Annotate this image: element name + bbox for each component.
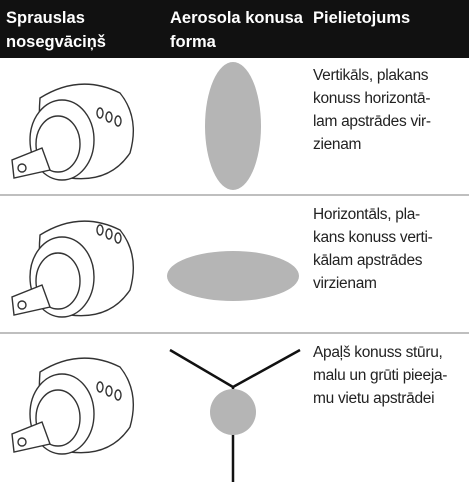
- nozzle-slot: [114, 389, 122, 401]
- use-text: malu un grūti pieeja-: [313, 367, 447, 384]
- nozzle-slot: [105, 385, 113, 397]
- nozzle-slot: [105, 228, 113, 240]
- spray-vertical: [205, 62, 261, 190]
- header-bar: [0, 0, 469, 58]
- nozzle-slot: [96, 224, 104, 236]
- nozzle: [11, 357, 135, 455]
- use-text: Apaļš konuss stūru,: [313, 344, 443, 361]
- nozzle: [11, 83, 135, 181]
- use-text: kans konuss verti-: [313, 229, 433, 246]
- nozzle-face: [35, 389, 81, 447]
- nozzle: [11, 220, 135, 318]
- nozzle-hole: [17, 437, 27, 447]
- nozzle-slot: [96, 381, 104, 393]
- nozzle-slot: [105, 111, 113, 123]
- header-text: Pielietojums: [313, 9, 410, 27]
- use-text: Vertikāls, plakans: [313, 67, 429, 84]
- header-text: nosegvāciņš: [6, 33, 106, 51]
- use-text: Horizontāls, pla-: [313, 206, 420, 223]
- nozzle-hole: [17, 163, 27, 173]
- nozzle-face: [35, 115, 81, 173]
- nozzle-slot: [96, 107, 104, 119]
- nozzle-slot: [114, 115, 122, 127]
- nozzle-slot: [114, 232, 122, 244]
- use-text: konuss horizontā-: [313, 90, 430, 107]
- nozzle-hole: [17, 300, 27, 310]
- spray-horizontal: [167, 251, 299, 301]
- use-text: lam apstrādes vir-: [313, 113, 431, 130]
- header-text: Sprauslas: [6, 9, 85, 27]
- nozzle-images: [11, 83, 135, 455]
- use-text: mu vietu apstrādei: [313, 390, 434, 407]
- use-text: virzienam: [313, 275, 377, 292]
- use-text: zienam: [313, 136, 361, 153]
- header-text: Aerosola konusa: [170, 9, 304, 27]
- header-text: forma: [170, 33, 217, 51]
- use-text: kālam apstrādes: [313, 252, 423, 269]
- nozzle-face: [35, 252, 81, 310]
- spray-round: [210, 389, 256, 435]
